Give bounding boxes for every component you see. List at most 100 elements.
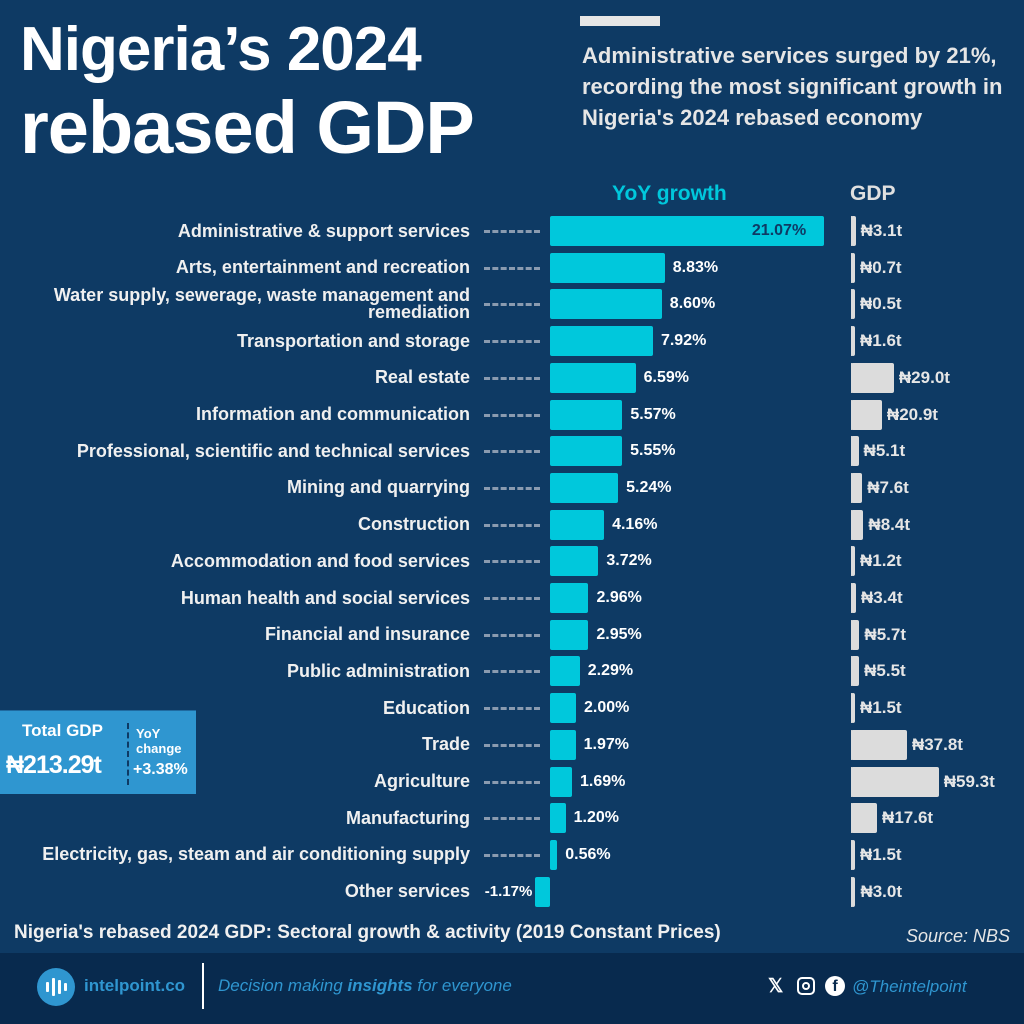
subtitle: Administrative services surged by 21%, r… bbox=[582, 43, 1003, 130]
leader-line bbox=[484, 743, 540, 747]
gdp-bar bbox=[851, 362, 894, 393]
leader-line bbox=[484, 266, 540, 270]
category-label: Construction bbox=[358, 514, 470, 535]
chart-row: Real estate 6.59% ₦29.0t bbox=[0, 360, 1024, 396]
yoy-bar bbox=[550, 583, 589, 613]
yoy-bar bbox=[550, 289, 662, 320]
gdp-value-label: ₦29.0t bbox=[898, 367, 950, 387]
tagline-text: for everyone bbox=[412, 976, 512, 995]
yoy-bar bbox=[550, 546, 599, 577]
divider bbox=[202, 963, 204, 1009]
leader-line bbox=[484, 853, 540, 857]
gdp-bar bbox=[851, 583, 857, 613]
yoy-value-label: 8.60% bbox=[669, 295, 716, 313]
leader-line bbox=[484, 780, 540, 784]
chart-row: Other services -1.17% ₦3.0t bbox=[0, 874, 1024, 910]
gdp-bar bbox=[851, 619, 860, 650]
footer: intelpoint.co Decision making insights f… bbox=[0, 953, 1024, 1024]
gdp-value-label: ₦3.0t bbox=[860, 881, 903, 901]
yoy-bar bbox=[550, 766, 572, 797]
title-line-1: Nigeria’s 2024 bbox=[20, 15, 422, 84]
leader-line bbox=[484, 633, 540, 637]
gdp-value-label: ₦1.5t bbox=[860, 844, 902, 864]
gdp-bar bbox=[851, 729, 907, 760]
leader-line bbox=[484, 230, 540, 233]
instagram-icon[interactable] bbox=[797, 977, 815, 995]
chart-row: Mining and quarrying 5.24% ₦7.6t bbox=[0, 470, 1024, 506]
category-label: Manufacturing bbox=[346, 807, 470, 828]
gdp-value-label: ₦1.2t bbox=[860, 551, 902, 571]
chart-row: Human health and social services 2.96% ₦3.… bbox=[0, 580, 1024, 616]
gdp-bar bbox=[851, 766, 939, 797]
yoy-value-label: 1.69% bbox=[579, 772, 626, 790]
yoy-value-label: 5.24% bbox=[626, 478, 672, 496]
brand-link[interactable]: intelpoint.co bbox=[84, 976, 186, 995]
gdp-bar bbox=[851, 803, 878, 834]
yoy-bar bbox=[550, 839, 558, 870]
yoy-value-label: 2.00% bbox=[584, 699, 630, 717]
gdp-value-label: ₦1.6t bbox=[860, 331, 902, 351]
gdp-bar bbox=[851, 252, 855, 283]
gdp-bar bbox=[851, 656, 860, 687]
category-label: Professional, scientific and technical s… bbox=[76, 440, 470, 461]
category-label: Real estate bbox=[374, 367, 470, 388]
gdp-bar bbox=[851, 326, 855, 357]
gdp-value-label: ₦59.3t bbox=[943, 771, 995, 791]
chart-row: Manufacturing 1.20% ₦17.6t bbox=[0, 800, 1024, 836]
gdp-bar bbox=[851, 876, 856, 907]
chart-row: Information and communication 5.57% ₦20.9t bbox=[0, 397, 1024, 433]
chart-row: Financial and insurance 2.95% ₦5.7t bbox=[0, 617, 1024, 653]
yoy-value-label: 8.83% bbox=[672, 258, 719, 276]
yoy-value-label: 7.92% bbox=[660, 332, 707, 350]
gdp-value-label: ₦3.1t bbox=[860, 221, 903, 240]
chart-row: Accommodation and food services 3.72% ₦1.2… bbox=[0, 543, 1024, 579]
category-label: Mining and quarrying bbox=[287, 477, 470, 498]
social-handle[interactable]: @Theintelpoint bbox=[852, 977, 967, 996]
gdp-value-label: ₦0.5t bbox=[860, 294, 902, 314]
chart-row: Agriculture 1.69% ₦59.3t bbox=[0, 764, 1024, 800]
gdp-value-label: ₦3.4t bbox=[861, 588, 903, 607]
leader-line bbox=[484, 817, 540, 821]
category-label: Education bbox=[382, 697, 470, 718]
gdp-header: GDP bbox=[850, 182, 896, 205]
yoy-bar bbox=[550, 729, 576, 760]
leader-line bbox=[484, 413, 540, 417]
category-label: Financial and insurance bbox=[264, 624, 470, 645]
yoy-bar bbox=[550, 619, 589, 650]
gdp-bar bbox=[851, 399, 882, 430]
x-icon[interactable]: 𝕏 bbox=[768, 976, 784, 997]
chart-row: Arts, entertainment and recreation 8.83% ₦… bbox=[0, 250, 1024, 286]
category-label: Public administration bbox=[286, 660, 470, 681]
chart-row: Administrative & support services 21.07% ₦… bbox=[0, 213, 1024, 249]
yoy-change-value: +3.38% bbox=[133, 761, 188, 778]
gdp-value-label: ₦1.5t bbox=[860, 698, 902, 718]
gdp-bar bbox=[851, 839, 855, 870]
yoy-value-label: 2.29% bbox=[587, 662, 634, 680]
leader-line bbox=[484, 376, 540, 380]
yoy-bar bbox=[534, 876, 550, 907]
facebook-icon[interactable]: f bbox=[825, 976, 845, 996]
yoy-bar bbox=[550, 693, 576, 724]
yoy-bar bbox=[550, 216, 824, 246]
yoy-value-label: 2.95% bbox=[596, 625, 642, 643]
leader-line bbox=[484, 670, 540, 674]
category-label: Water supply, sewerage, waste management… bbox=[53, 285, 470, 323]
gdp-value-label: ₦37.8t bbox=[911, 734, 963, 754]
yoy-bar bbox=[550, 656, 580, 687]
yoy-value-label: 5.55% bbox=[630, 442, 676, 460]
gdp-bar bbox=[851, 693, 855, 724]
chart-row: Electricity, gas, steam and air conditio… bbox=[0, 837, 1024, 873]
gdp-bar bbox=[851, 546, 855, 577]
category-label: Trade bbox=[421, 734, 470, 755]
gdp-bar bbox=[851, 289, 855, 320]
page-title: Nigeria’s 2024 rebased GDP bbox=[20, 14, 475, 170]
yoy-bar bbox=[550, 362, 636, 393]
leader-line bbox=[484, 340, 540, 344]
logo-icon bbox=[37, 968, 75, 1006]
total-gdp-box: Total GDP ₦213.29t YoY change +3.38% bbox=[0, 710, 196, 794]
yoy-value-label: 3.72% bbox=[606, 552, 652, 570]
yoy-change-label: YoY change bbox=[136, 726, 182, 756]
total-gdp-label: Total GDP bbox=[22, 721, 103, 740]
category-label: Human health and social services bbox=[180, 587, 470, 608]
accent-bar bbox=[580, 16, 660, 26]
